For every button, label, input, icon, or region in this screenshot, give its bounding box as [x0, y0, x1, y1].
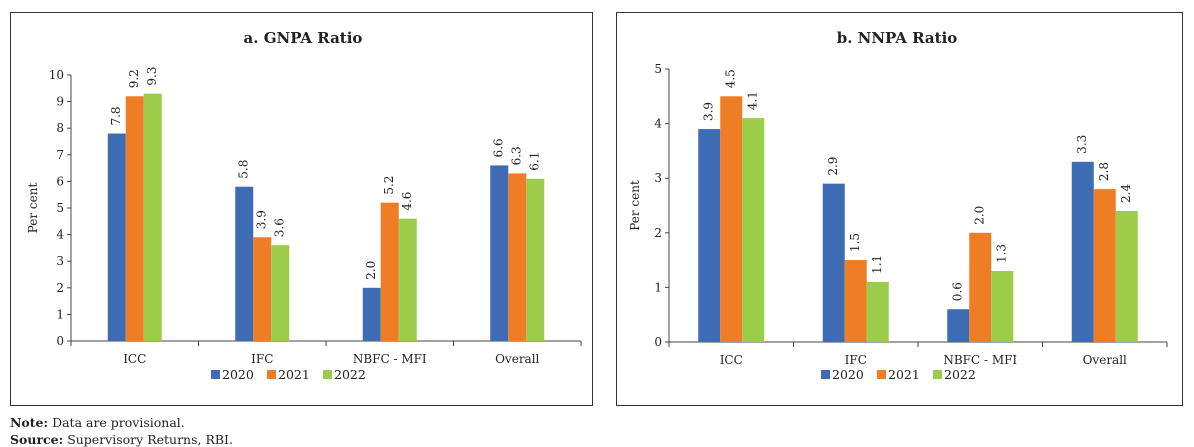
- note-text: Data are provisional.: [48, 415, 185, 430]
- nnpa-chart: b. NNPA Ratio 0 1 2 3 4 5 Per cent ICC 3.9 4.5 4.1 I…: [628, 29, 1168, 382]
- gnpa-legend-swatch-2022: [323, 370, 332, 379]
- nnpa-bar-2020: [698, 129, 721, 342]
- nnpa-data-label: 2.9: [826, 157, 840, 176]
- nnpa-bar-2021: [844, 260, 867, 342]
- nnpa-bar-2021: [969, 232, 992, 342]
- gnpa-y-tick-label: 6: [56, 174, 64, 188]
- nnpa-y-tick-label: 5: [654, 62, 662, 76]
- nnpa-bar-2020: [822, 183, 845, 342]
- gnpa-data-label: 6.6: [492, 138, 506, 157]
- gnpa-chart-panel: a. GNPA Ratio 0 1 2 3 4 5 6 7 8 9 10 Per cent ICC 7.8 9…: [10, 12, 593, 406]
- gnpa-legend-swatch-2021: [267, 370, 276, 379]
- gnpa-x-tick-label: IFC: [251, 352, 273, 366]
- nnpa-data-label: 1.1: [870, 255, 884, 274]
- nnpa-x-tick-label: NBFC - MFI: [943, 353, 1017, 367]
- nnpa-data-label: 4.1: [746, 91, 760, 110]
- gnpa-data-label: 9.3: [145, 67, 159, 86]
- gnpa-legend-swatch-2020: [211, 370, 220, 379]
- nnpa-y-tick-label: 2: [654, 226, 662, 240]
- gnpa-bar-2022: [271, 245, 290, 341]
- gnpa-y-tick-label: 1: [56, 307, 64, 321]
- gnpa-chart: a. GNPA Ratio 0 1 2 3 4 5 6 7 8 9 10 Per cent ICC 7.8 9…: [26, 29, 582, 382]
- gnpa-data-label: 9.2: [127, 69, 141, 88]
- nnpa-bar-2021: [1093, 189, 1116, 342]
- gnpa-bar-2021: [125, 96, 144, 341]
- nnpa-y-tick-label: 0: [654, 335, 662, 349]
- nnpa-legend-label: 2021: [888, 367, 920, 382]
- gnpa-y-axis-label: Per cent: [26, 183, 40, 234]
- nnpa-bar-2020: [1071, 161, 1094, 342]
- gnpa-data-label: 5.8: [237, 160, 251, 179]
- gnpa-y-tick-label: 10: [49, 68, 64, 82]
- gnpa-bar-2022: [398, 218, 417, 341]
- gnpa-data-label: 6.3: [510, 146, 524, 165]
- gnpa-y-tick-label: 8: [56, 121, 64, 135]
- nnpa-x-tick-label: IFC: [845, 353, 867, 367]
- gnpa-bar-2020: [235, 186, 254, 341]
- gnpa-data-label: 6.1: [528, 152, 542, 171]
- gnpa-y-tick-label: 0: [56, 334, 64, 348]
- gnpa-bar-2022: [526, 178, 545, 341]
- gnpa-y-tick-label: 3: [56, 254, 64, 268]
- nnpa-data-label: 1.3: [995, 244, 1009, 263]
- nnpa-legend-swatch-2021: [877, 370, 886, 379]
- gnpa-x-tick-label: ICC: [123, 352, 146, 366]
- nnpa-y-axis-label: Per cent: [628, 180, 642, 231]
- gnpa-x-tick-label: NBFC - MFI: [353, 352, 427, 366]
- nnpa-data-label: 0.6: [951, 282, 965, 301]
- gnpa-bar-2021: [508, 173, 527, 341]
- nnpa-x-tick-label: Overall: [1083, 353, 1127, 367]
- gnpa-legend-label: 2021: [278, 367, 310, 382]
- nnpa-chart-panel: b. NNPA Ratio 0 1 2 3 4 5 Per cent ICC 3.9 4.5 4.1 I…: [616, 12, 1183, 406]
- nnpa-x-tick-label: ICC: [720, 353, 743, 367]
- gnpa-legend-label: 2022: [334, 367, 366, 382]
- note-line: Note: Data are provisional.: [10, 415, 185, 430]
- nnpa-legend-swatch-2020: [821, 370, 830, 379]
- gnpa-data-label: 3.9: [255, 210, 269, 229]
- nnpa-data-label: 1.5: [848, 233, 862, 252]
- nnpa-legend-label: 2022: [944, 367, 976, 382]
- note-label: Note:: [10, 415, 49, 430]
- source-label: Source:: [10, 432, 64, 447]
- gnpa-data-label: 7.8: [109, 106, 123, 125]
- gnpa-legend-label: 2020: [222, 367, 254, 382]
- nnpa-data-label: 3.9: [702, 102, 716, 121]
- gnpa-data-label: 2.0: [364, 261, 378, 280]
- gnpa-y-tick-label: 4: [56, 228, 64, 242]
- gnpa-chart-title: a. GNPA Ratio: [244, 29, 363, 47]
- gnpa-bar-2020: [362, 287, 381, 341]
- nnpa-data-label: 3.3: [1075, 135, 1089, 154]
- gnpa-y-tick-label: 2: [56, 281, 64, 295]
- nnpa-bar-2020: [947, 309, 970, 342]
- nnpa-legend-label: 2020: [832, 367, 864, 382]
- nnpa-chart-title: b. NNPA Ratio: [837, 29, 958, 47]
- nnpa-data-label: 2.8: [1097, 162, 1111, 181]
- gnpa-bar-2020: [107, 133, 126, 341]
- gnpa-data-label: 3.6: [273, 218, 287, 237]
- nnpa-y-tick-label: 3: [654, 171, 662, 185]
- gnpa-bar-2020: [490, 165, 509, 341]
- nnpa-legend-swatch-2022: [933, 370, 942, 379]
- source-text: Supervisory Returns, RBI.: [63, 432, 233, 447]
- nnpa-y-tick-label: 1: [654, 280, 662, 294]
- nnpa-data-label: 4.5: [724, 69, 738, 88]
- nnpa-bar-2022: [866, 281, 889, 342]
- gnpa-y-tick-label: 9: [56, 95, 64, 109]
- nnpa-bar-2022: [742, 118, 765, 342]
- gnpa-data-label: 5.2: [382, 176, 396, 195]
- gnpa-y-tick-label: 7: [56, 148, 64, 162]
- nnpa-data-label: 2.0: [973, 206, 987, 225]
- gnpa-data-label: 4.6: [400, 192, 414, 211]
- nnpa-y-tick-label: 4: [654, 117, 662, 131]
- gnpa-bar-2021: [253, 237, 272, 341]
- nnpa-bar-2021: [720, 96, 743, 342]
- gnpa-bar-2022: [143, 93, 162, 342]
- source-line: Source: Supervisory Returns, RBI.: [10, 432, 233, 447]
- nnpa-bar-2022: [1115, 210, 1138, 342]
- nnpa-data-label: 2.4: [1119, 184, 1133, 203]
- gnpa-y-tick-label: 5: [56, 201, 64, 215]
- gnpa-bar-2021: [380, 202, 399, 341]
- nnpa-bar-2022: [991, 271, 1014, 342]
- gnpa-x-tick-label: Overall: [495, 352, 539, 366]
